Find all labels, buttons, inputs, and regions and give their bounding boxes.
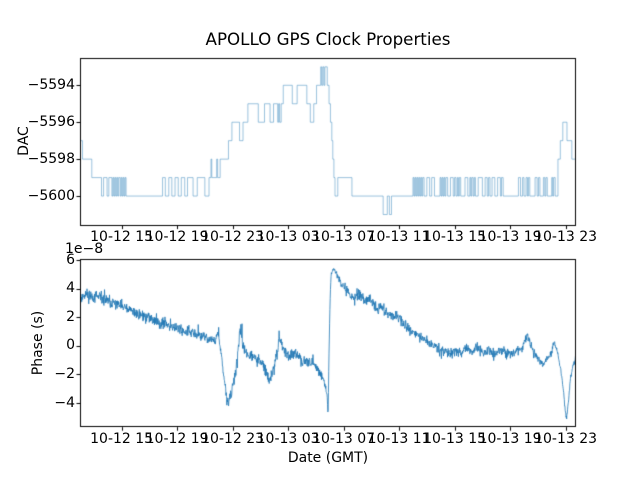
bottom-x-tick-label: 10-13 07: [312, 431, 376, 447]
bottom-x-tick-label: 10-13 11: [367, 431, 431, 447]
bottom-x-tick-label: 10-13 15: [423, 431, 487, 447]
top-y-tick-label: −5596: [27, 113, 75, 130]
bottom-y-tick-label: −2: [54, 365, 75, 382]
y-axis-offset-text: 1e−8: [65, 241, 104, 257]
figure-title: APOLLO GPS Clock Properties: [205, 29, 451, 49]
bottom-x-tick-label: 10-13 03: [256, 431, 320, 447]
x-axis-label: Date (GMT): [287, 450, 369, 466]
bottom-x-tick-label: 10-12 15: [90, 431, 154, 447]
bottom-x-tick-label: 10-12 23: [201, 431, 265, 447]
bottom-y-tick-label: 0: [66, 337, 75, 354]
bottom-x-tick-label: 10-12 19: [145, 431, 209, 447]
bottom-y-tick-label: 4: [66, 280, 75, 297]
top-x-tick-label: 10-13 07: [312, 229, 376, 245]
bottom-x-tick-label: 10-13 19: [478, 431, 542, 447]
bottom-y-tick-label: 2: [66, 308, 75, 325]
top-y-tick-label: −5600: [27, 187, 75, 204]
top-x-tick-label: 10-13 23: [534, 229, 598, 245]
top-y-tick-label: −5598: [27, 150, 75, 167]
bottom-y-tick-label: 6: [66, 251, 75, 268]
top-x-tick-label: 10-12 19: [145, 229, 209, 245]
top-x-tick-label: 10-13 15: [423, 229, 487, 245]
top-y-tick-label: −5594: [27, 76, 75, 93]
bottom-x-tick-label: 10-13 23: [534, 431, 598, 447]
top-x-tick-label: 10-13 19: [478, 229, 542, 245]
top-x-tick-label: 10-13 11: [367, 229, 431, 245]
top-x-tick-label: 10-13 03: [256, 229, 320, 245]
top-x-tick-label: 10-12 15: [90, 229, 154, 245]
bottom-y-tick-label: −4: [54, 394, 75, 411]
top-x-tick-label: 10-12 23: [201, 229, 265, 245]
